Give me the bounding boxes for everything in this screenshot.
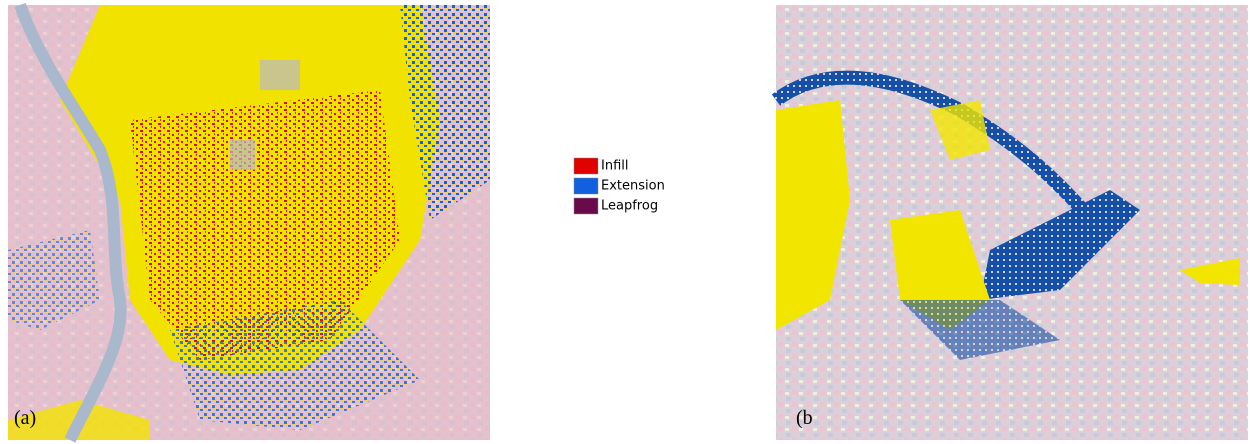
figure: (a) (b Infill Extension Leapfrog (0, 0, 1255, 444)
figure-canvas: (a) (b Infill Extension Leapfrog (0, 0, 1255, 444)
legend: Infill Extension Leapfrog (574, 158, 665, 214)
panel-label: (b (796, 407, 813, 429)
legend-label: Infill (601, 159, 629, 174)
map-b: (b (776, 5, 1248, 440)
legend-swatch (574, 198, 598, 214)
panel-label: (a) (14, 407, 36, 429)
map-a: (a) (8, 5, 490, 440)
legend-swatch (574, 178, 598, 194)
legend-swatch (574, 158, 598, 174)
legend-label: Extension (601, 179, 665, 194)
legend-label: Leapfrog (601, 199, 658, 214)
